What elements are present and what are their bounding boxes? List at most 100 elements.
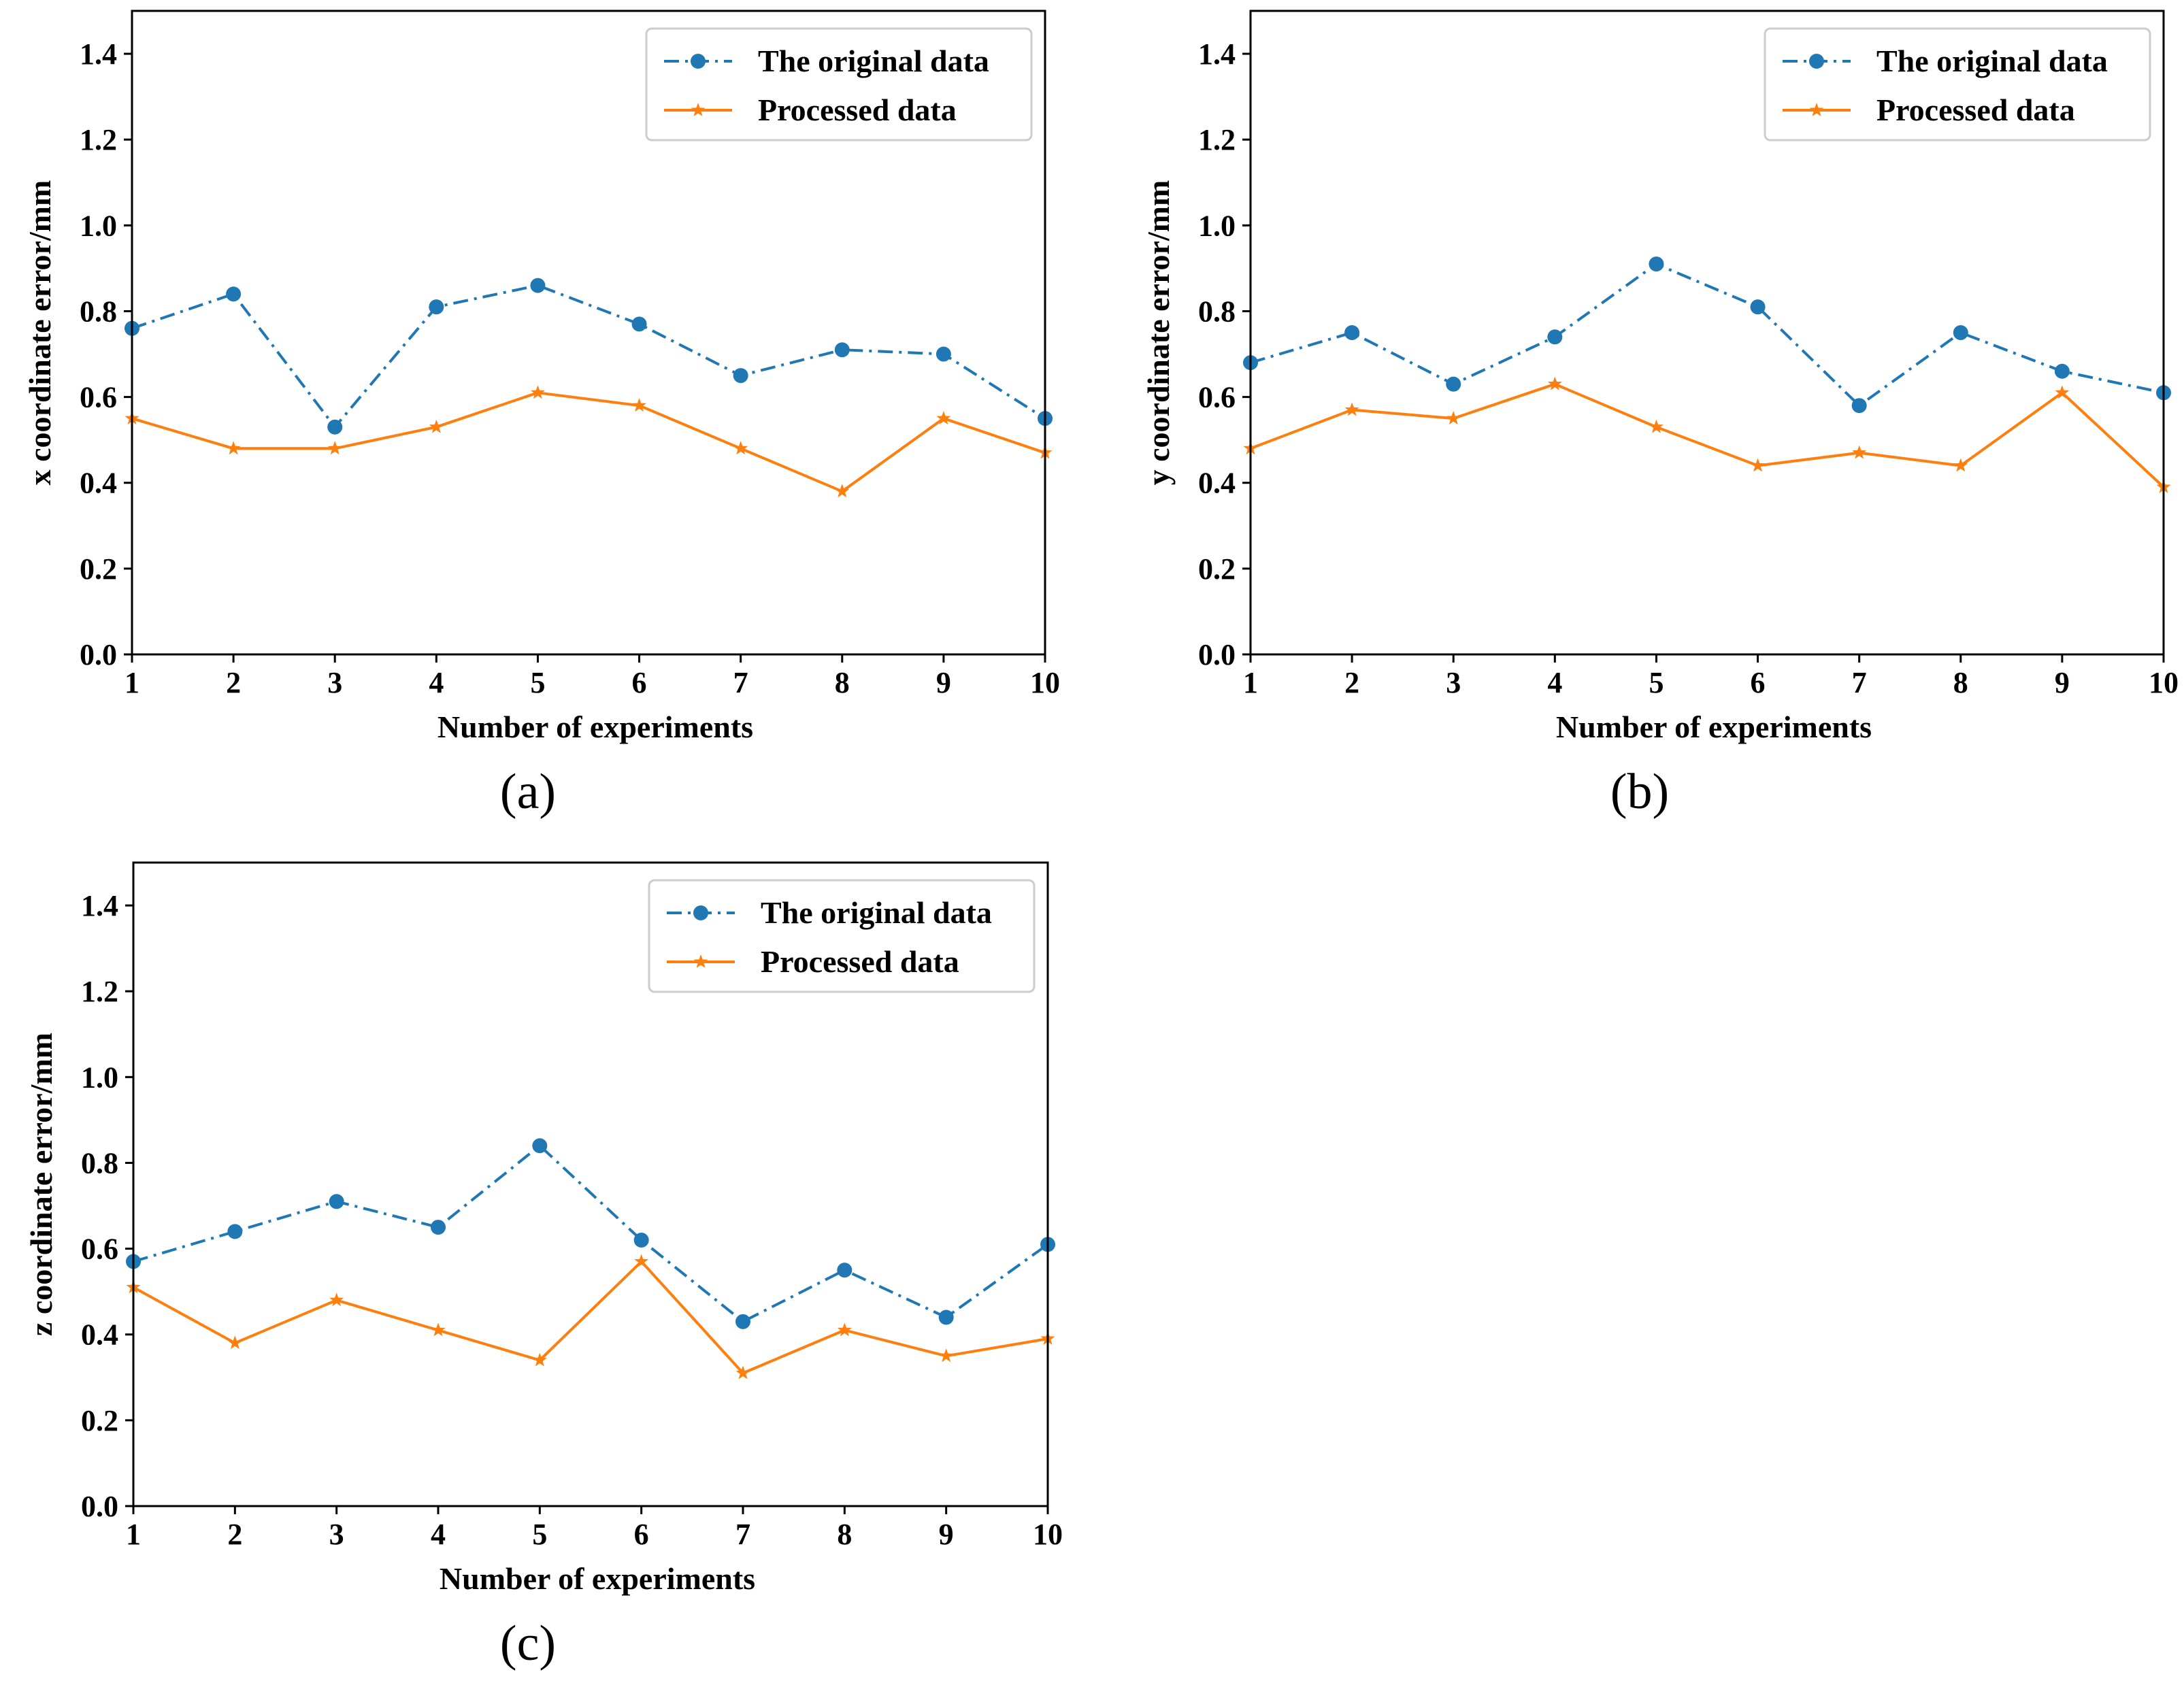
legend-original-marker (691, 54, 706, 69)
x-tick-label: 3 (327, 666, 342, 699)
x-axis-title: Number of experiments (440, 1561, 755, 1596)
panel-caption: (c) (500, 1616, 556, 1671)
original-data-point (329, 1194, 344, 1209)
x-tick-label: 3 (329, 1518, 344, 1551)
y-tick-label: 0.6 (80, 381, 117, 414)
original-data-point (936, 346, 951, 362)
y-tick-label: 1.0 (81, 1061, 118, 1094)
x-tick-label: 2 (1344, 666, 1359, 699)
processed-data-point (1953, 458, 1968, 472)
legend-original-label: The original data (758, 44, 989, 78)
plot-frame (1249, 10, 2165, 656)
original-data-point (327, 419, 343, 435)
y-tick-label: 1.0 (80, 209, 117, 242)
y-tick-label: 1.0 (1198, 209, 1236, 242)
processed-data-point (329, 1292, 344, 1307)
original-data-point (837, 1263, 853, 1278)
plot-frame (132, 861, 1049, 1507)
x-tick-label: 6 (632, 666, 647, 699)
processed-data-point (1547, 376, 1562, 390)
y-tick-label: 0.4 (1198, 467, 1236, 500)
y-tick-label: 0.8 (81, 1146, 118, 1180)
chart-panel-a: 0.0 0.2 0.4 0.6 0.8 1.0 1.2 1.4 1 2 3 4 5 6 7 8 9 10 Numbe… (22, 10, 1060, 820)
legend: The original data Processed data (648, 879, 1036, 993)
x-tick-label: 1 (1243, 666, 1258, 699)
original-data-line (133, 1144, 1049, 1323)
x-tick-label: 1 (125, 666, 139, 699)
original-data-point (1446, 376, 1461, 392)
y-tick-label: 0.6 (1198, 381, 1236, 414)
y-tick-label: 0.2 (1198, 552, 1236, 586)
x-tick-label: 7 (1852, 666, 1867, 699)
x-tick-label: 8 (837, 1518, 852, 1551)
x-tick-label: 5 (532, 1518, 547, 1551)
x-tick-label: 5 (530, 666, 545, 699)
original-data-point (227, 1224, 243, 1239)
x-tick-label: 10 (1030, 666, 1060, 699)
processed-data-point (1649, 419, 1664, 433)
y-tick-label: 0.2 (80, 552, 117, 586)
processed-data-point (939, 1348, 954, 1363)
y-tick-label: 0.8 (80, 295, 117, 328)
y-tick-label: 0.4 (81, 1318, 118, 1352)
x-tick-label: 8 (1953, 666, 1968, 699)
y-tick-label: 0.0 (81, 1490, 118, 1523)
legend-processed-label: Processed data (761, 944, 959, 979)
y-tick-label: 1.4 (81, 889, 118, 922)
processed-data-point (429, 419, 444, 433)
chart-panel-b: 0.0 0.2 0.4 0.6 0.8 1.0 1.2 1.4 1 2 3 4 5 6 7 8 9 10 Numbe… (1141, 10, 2179, 820)
original-data-point (631, 316, 647, 332)
processed-data-point (532, 1352, 547, 1367)
y-axis-title: x coordinate error/mm (22, 180, 57, 486)
original-data-point (429, 299, 444, 315)
processed-data-point (2055, 385, 2070, 399)
legend-processed-label: Processed data (758, 93, 957, 127)
legend: The original data Processed data (1764, 27, 2151, 141)
processed-data-point (226, 441, 241, 455)
processed-data-point (431, 1322, 446, 1337)
x-axis-title: Number of experiments (1556, 710, 1872, 744)
processed-data-point (1751, 458, 1765, 472)
original-data-point (1953, 325, 1968, 340)
x-tick-label: 5 (1649, 666, 1664, 699)
legend-box (1764, 27, 2151, 141)
legend-original-marker (693, 905, 708, 920)
legend: The original data Processed data (645, 27, 1033, 141)
original-data-point (633, 1232, 649, 1248)
legend-processed-label: Processed data (1876, 93, 2075, 127)
y-tick-label: 0.6 (81, 1233, 118, 1266)
x-tick-label: 9 (936, 666, 951, 699)
legend-original-label: The original data (761, 895, 992, 930)
x-tick-label: 4 (1547, 666, 1562, 699)
legend-original-label: The original data (1876, 44, 2108, 78)
plot-area (125, 278, 1053, 498)
x-axis-title: Number of experiments (437, 710, 753, 744)
legend-processed-marker (691, 103, 706, 116)
chart-panel-c: 0.0 0.2 0.4 0.6 0.8 1.0 1.2 1.4 1 2 3 4 5 6 7 8 9 10 Numbe… (24, 861, 1063, 1671)
y-tick-label: 0.0 (1198, 638, 1236, 671)
processed-data-point (1852, 445, 1867, 459)
x-tick-label: 8 (835, 666, 850, 699)
y-axis-title: z coordinate error/mm (24, 1033, 59, 1336)
y-tick-label: 1.2 (1198, 123, 1236, 156)
plot-area (126, 1138, 1055, 1380)
processed-data-line (1250, 382, 2165, 488)
x-tick-label: 2 (226, 666, 241, 699)
x-tick-label: 10 (2149, 666, 2179, 699)
y-tick-label: 1.2 (80, 123, 117, 156)
x-tick-label: 4 (431, 1518, 446, 1551)
x-tick-label: 4 (429, 666, 444, 699)
y-tick-label: 1.4 (80, 37, 117, 71)
x-tick-label: 1 (126, 1518, 141, 1551)
x-tick-label: 9 (939, 1518, 954, 1551)
processed-data-point (936, 411, 951, 424)
processed-data-point (1446, 411, 1461, 424)
y-tick-label: 0.4 (80, 467, 117, 500)
legend-box (645, 27, 1033, 141)
processed-data-point (1344, 402, 1359, 416)
x-tick-label: 2 (227, 1518, 242, 1551)
original-data-point (735, 1314, 750, 1329)
y-tick-label: 0.2 (81, 1404, 118, 1437)
x-tick-label: 7 (733, 666, 748, 699)
